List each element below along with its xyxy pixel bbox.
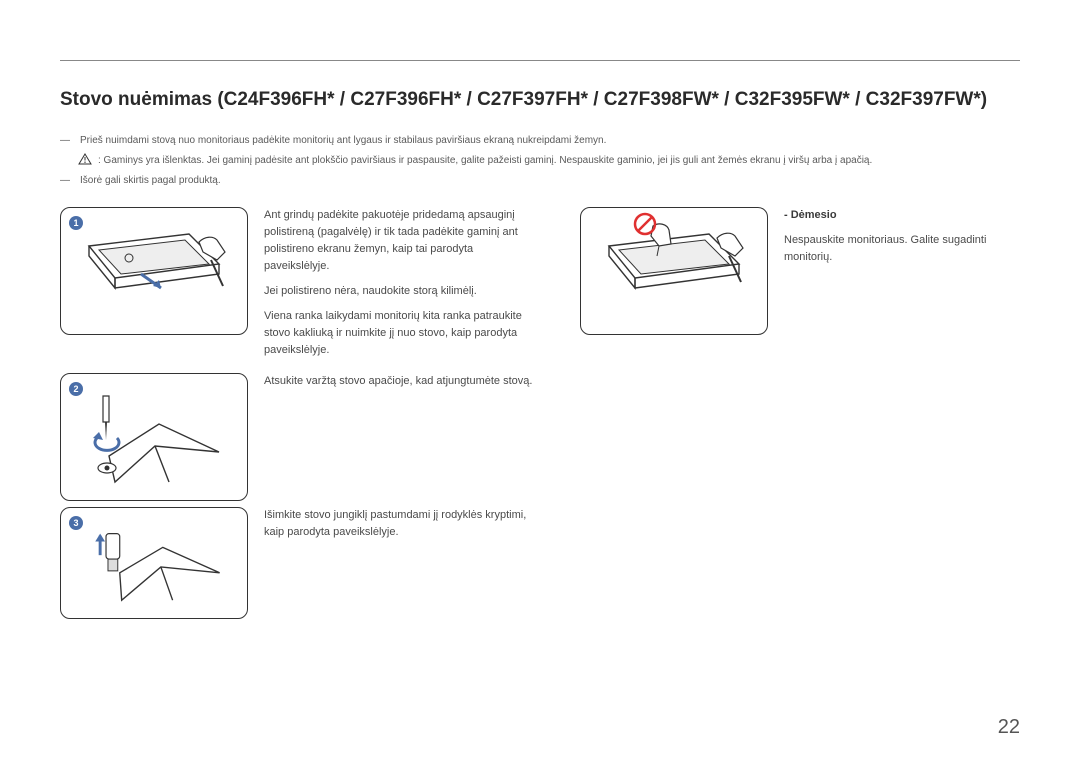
dash-icon: ― [60, 173, 74, 189]
caution-heading: - Dėmesio [784, 207, 1020, 224]
step1-p1: Ant grindų padėkite pakuotėje pridedamą … [264, 207, 540, 275]
intro-notes: ― Prieš nuimdami stovą nuo monitoriaus p… [60, 133, 1020, 189]
caution-body: Nespauskite monitoriaus. Galite sugadint… [784, 232, 1020, 266]
step-row-1: 1 [60, 207, 540, 367]
intro-text-2: Išorė gali skirtis pagal produktą. [80, 173, 221, 189]
warning-triangle-icon [78, 153, 92, 165]
steps-column: 1 [60, 207, 540, 625]
step-row-3: 3 Išimkite stovo jungiklį pastumd [60, 507, 540, 619]
prohibition-icon [633, 212, 657, 236]
section-title: Stovo nuėmimas (C24F396FH* / C27F396FH* … [60, 89, 1020, 111]
intro-text-1: Prieš nuimdami stovą nuo monitoriaus pad… [80, 133, 606, 149]
illustration-step-1: 1 [60, 207, 248, 335]
caution-column: - Dėmesio Nespauskite monitoriaus. Galit… [580, 207, 1020, 625]
step1-p2: Jei polistireno nėra, naudokite storą ki… [264, 283, 540, 300]
page-number: 22 [998, 716, 1020, 739]
illustration-caution [580, 207, 768, 335]
step2-p1: Atsukite varžtą stovo apačioje, kad atju… [264, 373, 540, 390]
step3-p1: Išimkite stovo jungiklį pastumdami jį ro… [264, 507, 540, 541]
intro-item-1: ― Prieš nuimdami stovą nuo monitoriaus p… [60, 133, 1020, 149]
step-number-badge: 1 [69, 216, 83, 230]
dash-icon: ― [60, 133, 74, 149]
warning-text: : Gaminys yra išlenktas. Jei gaminį padė… [98, 153, 872, 169]
caution-text-block: - Dėmesio Nespauskite monitoriaus. Galit… [784, 207, 1020, 274]
step-text-1: Ant grindų padėkite pakuotėje pridedamą … [264, 207, 540, 367]
top-divider [60, 60, 1020, 61]
step-text-3: Išimkite stovo jungiklį pastumdami jį ro… [264, 507, 540, 549]
intro-item-2: ― Išorė gali skirtis pagal produktą. [60, 173, 1020, 189]
step-text-2: Atsukite varžtą stovo apačioje, kad atju… [264, 373, 540, 398]
step1-p3: Viena ranka laikydami monitorių kita ran… [264, 308, 540, 359]
illustration-step-3: 3 [60, 507, 248, 619]
caution-row: - Dėmesio Nespauskite monitoriaus. Galit… [580, 207, 1020, 335]
warning-line: : Gaminys yra išlenktas. Jei gaminį padė… [78, 153, 1020, 169]
illustration-step-2: 2 [60, 373, 248, 501]
step-row-2: 2 [60, 373, 540, 501]
